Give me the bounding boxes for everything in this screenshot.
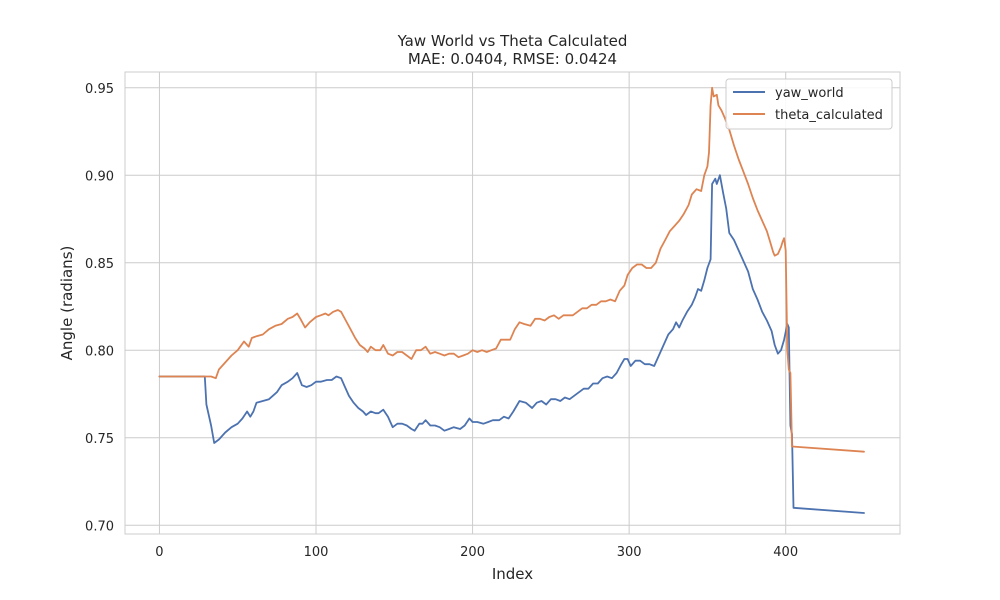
chart-subtitle: MAE: 0.0404, RMSE: 0.0424 [408, 50, 617, 68]
y-tick-label: 0.75 [85, 432, 114, 447]
x-tick-label: 100 [304, 545, 329, 560]
legend-box [725, 78, 893, 130]
legend-label-theta-calculated: theta_calculated [775, 108, 883, 123]
y-tick-label: 0.70 [85, 519, 114, 534]
series-lines [158, 86, 865, 514]
series-line-yaw-world [158, 174, 865, 514]
plot-area [124, 71, 901, 535]
x-tick-label: 400 [773, 545, 798, 560]
x-tick-label: 0 [155, 545, 163, 560]
y-axis-ticks: 0.70 0.75 0.80 0.85 0.90 0.95 [85, 82, 114, 535]
x-tick-label: 200 [460, 545, 485, 560]
y-tick-label: 0.95 [85, 82, 114, 97]
legend-label-yaw-world: yaw_world [775, 86, 844, 101]
x-axis-ticks: 0 100 200 300 400 [155, 545, 798, 560]
series-line-theta-calculated [158, 86, 865, 453]
y-tick-label: 0.90 [85, 169, 114, 184]
legend: yaw_world theta_calculated [725, 78, 893, 130]
y-tick-label: 0.85 [85, 257, 114, 272]
y-axis-label: Angle (radians) [58, 246, 76, 361]
chart-title: Yaw World vs Theta Calculated [397, 32, 628, 50]
x-tick-label: 300 [617, 545, 642, 560]
x-axis-label: Index [492, 565, 533, 583]
y-tick-label: 0.80 [85, 344, 114, 359]
